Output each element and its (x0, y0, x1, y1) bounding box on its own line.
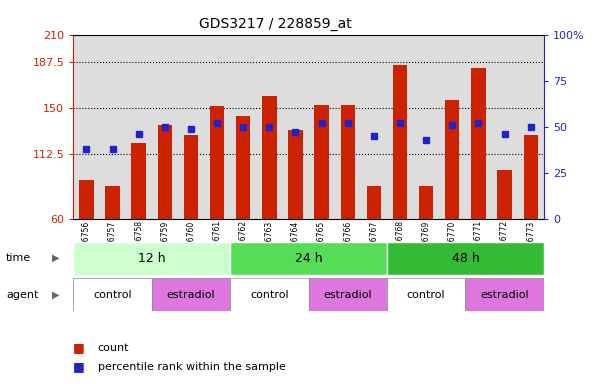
Text: 24 h: 24 h (295, 252, 323, 265)
Bar (335, 35, 361, 219)
Bar (309, 278, 387, 311)
Bar (79, 180, 93, 219)
Bar (367, 186, 381, 219)
Bar (387, 35, 413, 219)
Text: 48 h: 48 h (452, 252, 479, 265)
Bar (309, 35, 335, 219)
Bar (471, 68, 486, 219)
Bar (230, 278, 309, 311)
Bar (497, 170, 512, 219)
Bar (315, 104, 329, 219)
Bar (73, 242, 230, 275)
Bar (230, 242, 387, 275)
Bar (178, 35, 204, 219)
Bar (262, 96, 277, 219)
Bar (73, 35, 100, 219)
Bar (340, 104, 355, 219)
Bar (100, 35, 126, 219)
Bar (466, 35, 491, 219)
Bar (361, 35, 387, 219)
Bar (419, 186, 433, 219)
Bar (491, 35, 518, 219)
Text: estradiol: estradiol (167, 290, 215, 300)
Bar (105, 186, 120, 219)
Bar (413, 35, 439, 219)
Bar (445, 100, 459, 219)
Bar (393, 65, 407, 219)
Bar (518, 35, 544, 219)
Bar (524, 135, 538, 219)
Bar (230, 35, 256, 219)
Text: GDS3217 / 228859_at: GDS3217 / 228859_at (199, 17, 351, 31)
Text: ■: ■ (73, 341, 85, 354)
Text: ▶: ▶ (52, 253, 59, 263)
Bar (184, 135, 198, 219)
Bar (236, 116, 251, 219)
Bar (256, 35, 282, 219)
Bar (439, 35, 466, 219)
Text: count: count (98, 343, 130, 353)
Text: control: control (250, 290, 288, 300)
Bar (466, 278, 544, 311)
Bar (158, 126, 172, 219)
Text: control: control (93, 290, 132, 300)
Text: estradiol: estradiol (480, 290, 529, 300)
Bar (282, 35, 309, 219)
Bar (387, 242, 544, 275)
Text: 12 h: 12 h (138, 252, 166, 265)
Text: time: time (6, 253, 31, 263)
Bar (152, 35, 178, 219)
Bar (288, 131, 302, 219)
Bar (210, 106, 224, 219)
Bar (152, 278, 230, 311)
Text: agent: agent (6, 290, 38, 300)
Text: percentile rank within the sample: percentile rank within the sample (98, 362, 285, 372)
Bar (126, 35, 152, 219)
Text: estradiol: estradiol (323, 290, 372, 300)
Bar (131, 143, 146, 219)
Bar (387, 278, 466, 311)
Text: control: control (407, 290, 445, 300)
Bar (204, 35, 230, 219)
Text: ■: ■ (73, 360, 85, 373)
Bar (73, 278, 152, 311)
Text: ▶: ▶ (52, 290, 59, 300)
